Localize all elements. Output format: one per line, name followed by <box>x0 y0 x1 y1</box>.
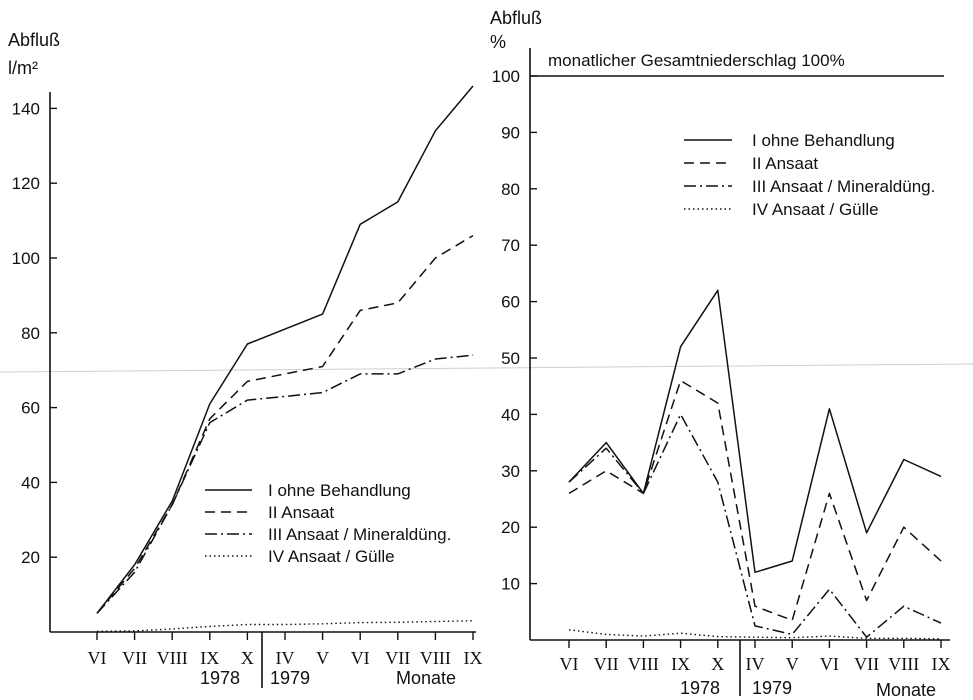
left-series-line-4 <box>96 620 474 632</box>
right-legend-label-3: III Ansaat / Mineraldüng. <box>752 177 935 196</box>
left-category-label: VIII <box>157 648 188 668</box>
right-ytick-label: 20 <box>501 518 520 537</box>
right-legend-label-1: I ohne Behandlung <box>752 131 895 150</box>
right-category-label: X <box>711 654 724 674</box>
left-ytick-label: 80 <box>21 324 40 343</box>
left-marks: 20 40 60 80 100 120 140 VI VII VIII IX X IV V VI VII VII… <box>12 85 483 668</box>
right-ytick-label: 90 <box>501 123 520 142</box>
right-yunit: % <box>490 32 506 52</box>
left-series-line-3 <box>96 354 474 614</box>
left-ytick-label: 20 <box>21 548 40 567</box>
left-legend-label-4: IV Ansaat / Gülle <box>268 547 395 566</box>
right-series-line-1 <box>568 289 942 574</box>
right-year-label-1979: 1979 <box>752 678 792 698</box>
right-ytick-label: 70 <box>501 236 520 255</box>
right-category-label: IV <box>746 654 765 674</box>
left-ytick-label: 40 <box>21 473 40 492</box>
left-ytick-label: 100 <box>12 249 40 268</box>
left-series-line-1 <box>96 85 474 614</box>
right-ytick-label: 60 <box>501 293 520 312</box>
left-year-label-1978: 1978 <box>200 668 240 688</box>
left-legend-label-1: I ohne Behandlung <box>268 481 411 500</box>
right-ytick-label: 80 <box>501 180 520 199</box>
left-year-label-1979: 1979 <box>270 668 310 688</box>
left-ytick-label: 140 <box>12 99 40 118</box>
right-category-label: VI <box>560 654 579 674</box>
left-ylabel: Abfluß <box>8 30 60 50</box>
right-series-line-4 <box>568 629 942 640</box>
right-category-label: V <box>786 654 799 674</box>
left-category-label: VI <box>88 648 107 668</box>
left-series-line-2 <box>96 234 474 614</box>
right-category-label: VII <box>594 654 619 674</box>
scan-artifact <box>0 363 973 373</box>
left-category-label: IX <box>464 648 483 668</box>
left-yunit: l/m² <box>8 58 38 78</box>
left-ytick-label: 120 <box>12 174 40 193</box>
left-xlabel: Monate <box>396 668 456 688</box>
left-legend-label-2: II Ansaat <box>268 503 334 522</box>
right-series-line-2 <box>568 379 942 622</box>
right-category-label: IX <box>932 654 951 674</box>
right-category-label: VIII <box>888 654 919 674</box>
left-legend-label-3: III Ansaat / Mineraldüng. <box>268 525 451 544</box>
left-category-label: IX <box>200 648 219 668</box>
right-ytick-label: 100 <box>492 67 520 86</box>
right-ytick-label: 50 <box>501 349 520 368</box>
right-category-label: VII <box>854 654 879 674</box>
left-chart: Abfluß l/m² 1978 1979 Monate <box>8 30 476 688</box>
left-ytick-label: 60 <box>21 399 40 418</box>
left-category-label: VI <box>351 648 370 668</box>
right-year-label-1978: 1978 <box>680 678 720 698</box>
right-ytick-label: 40 <box>501 405 520 424</box>
right-category-label: IX <box>671 654 690 674</box>
right-chart: Abfluß % 1978 1979 Monate monatlicher Ge… <box>490 8 950 700</box>
left-category-label: X <box>241 648 254 668</box>
left-category-label: VII <box>385 648 410 668</box>
right-marks: 10 20 30 40 50 60 70 80 90 100 VI VII VIII IX X IV V VI VI… <box>492 67 951 674</box>
left-category-label: VIII <box>420 648 451 668</box>
right-xlabel: Monate <box>876 680 936 700</box>
left-category-label: V <box>316 648 329 668</box>
right-series-line-3 <box>568 413 942 638</box>
right-category-label: VIII <box>628 654 659 674</box>
right-legend-label-2: II Ansaat <box>752 154 818 173</box>
right-legend-label-4: IV Ansaat / Gülle <box>752 200 879 219</box>
right-ytick-label: 30 <box>501 462 520 481</box>
left-category-label: IV <box>276 648 295 668</box>
reference-line-label: monatlicher Gesamtniederschlag 100% <box>548 51 845 70</box>
right-ytick-label: 10 <box>501 575 520 594</box>
left-category-label: VII <box>122 648 147 668</box>
right-category-label: VI <box>820 654 839 674</box>
right-ylabel: Abfluß <box>490 8 542 28</box>
